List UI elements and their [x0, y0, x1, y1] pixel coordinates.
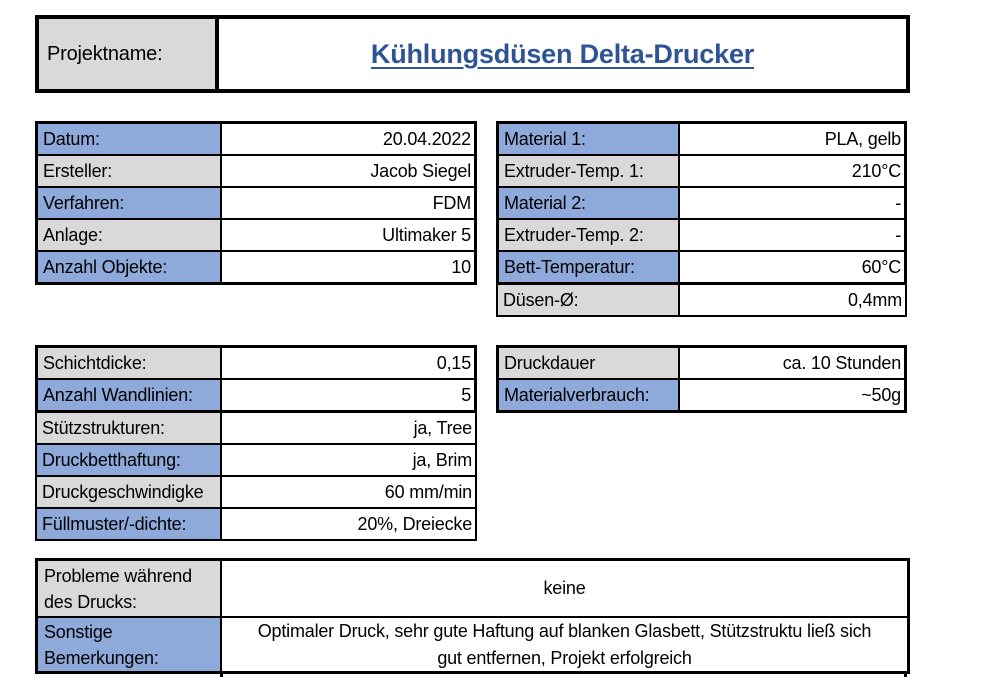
table-row: Materialverbrauch: ~50g	[499, 380, 904, 410]
row-label: Sonstige Bemerkungen:	[38, 618, 222, 671]
row-value: ja, Tree	[413, 417, 473, 438]
row-value: ~50g	[861, 384, 901, 405]
row-label: Stützstrukturen:	[37, 413, 222, 443]
row-label: Materialverbrauch:	[499, 380, 680, 410]
row-value: 0,4mm	[847, 289, 902, 310]
row-label: Datum:	[38, 124, 222, 154]
row-value: 10	[451, 256, 471, 277]
row-value: ja, Brim	[412, 449, 473, 470]
row-label: Verfahren:	[38, 188, 222, 218]
row-label: Druckbetthaftung:	[37, 445, 222, 475]
table-row: Düsen-Ø: 0,4mm	[498, 285, 905, 315]
project-name-header: Projektname: Kühlungsdüsen Delta-Drucker	[35, 15, 910, 93]
table-row: Druckgeschwindigke 60 mm/min	[37, 477, 475, 509]
row-value: 210°C	[851, 160, 901, 181]
table-row: Schichtdicke: 0,15	[38, 348, 474, 380]
print-settings-table: Schichtdicke: 0,15 Anzahl Wandlinien: 5	[35, 345, 477, 413]
row-value: 60°C	[861, 256, 902, 277]
table-row: Druckbetthaftung: ja, Brim	[37, 445, 475, 477]
row-label: Material 2:	[499, 188, 680, 218]
table-row: Extruder-Temp. 1: 210°C	[499, 156, 904, 188]
table-row: Stützstrukturen: ja, Tree	[37, 413, 475, 445]
table-row: Material 1: PLA, gelb	[499, 124, 904, 156]
print-duration-table: Druckdauer ca. 10 Stunden Materialverbrauc…	[496, 345, 907, 413]
table-row: Bett-Temperatur: 60°C	[499, 252, 904, 282]
row-value: 5	[461, 384, 471, 405]
row-value: 20%, Dreiecke	[357, 513, 473, 534]
row-label: Bett-Temperatur:	[499, 252, 680, 282]
row-label: Extruder-Temp. 1:	[499, 156, 680, 186]
notes-table: Probleme während des Drucks: keine Sonstig…	[35, 558, 910, 674]
material-info-table-extra: Düsen-Ø: 0,4mm	[496, 285, 907, 317]
row-label: Druckgeschwindigke	[37, 477, 222, 507]
print-settings-table-extra: Stützstrukturen: ja, Tree Druckbetthaftung…	[35, 413, 477, 541]
table-row: Anzahl Wandlinien: 5	[38, 380, 474, 410]
row-label: Anzahl Wandlinien:	[38, 380, 222, 410]
row-value: Ultimaker 5	[382, 224, 471, 245]
project-name-label: Projektname:	[39, 19, 219, 89]
table-row: Ersteller: Jacob Siegel	[38, 156, 474, 188]
row-value: -	[895, 224, 901, 245]
row-value: 20.04.2022	[382, 128, 471, 149]
cutoff-row-divider-stub	[220, 672, 223, 677]
row-label: Düsen-Ø:	[498, 285, 680, 315]
row-label: Schichtdicke:	[38, 348, 222, 378]
row-label: Anzahl Objekte:	[38, 252, 222, 282]
cutoff-row-edge-stub	[904, 672, 907, 677]
table-row: Anlage: Ultimaker 5	[38, 220, 474, 252]
table-row: Verfahren: FDM	[38, 188, 474, 220]
table-row: Extruder-Temp. 2: -	[499, 220, 904, 252]
table-row: Füllmuster/-dichte: 20%, Dreiecke	[37, 509, 475, 539]
page-title: Kühlungsdüsen Delta-Drucker	[370, 38, 755, 69]
table-row: Datum: 20.04.2022	[38, 124, 474, 156]
row-value: ca. 10 Stunden	[782, 352, 901, 373]
row-label: Druckdauer	[499, 348, 680, 378]
row-label: Extruder-Temp. 2:	[499, 220, 680, 250]
row-value: 0,15	[436, 352, 471, 373]
row-value: -	[895, 192, 901, 213]
row-value: keine	[543, 578, 586, 598]
material-info-table: Material 1: PLA, gelb Extruder-Temp. 1: 210…	[496, 121, 907, 285]
row-label: Anlage:	[38, 220, 222, 250]
table-row: Probleme während des Drucks: keine	[38, 561, 907, 618]
row-value: Jacob Siegel	[370, 160, 471, 181]
row-label: Material 1:	[499, 124, 680, 154]
table-row: Anzahl Objekte: 10	[38, 252, 474, 282]
table-row: Material 2: -	[499, 188, 904, 220]
row-value: PLA, gelb	[824, 128, 901, 149]
row-label: Ersteller:	[38, 156, 222, 186]
row-value: FDM	[432, 192, 472, 213]
table-row: Druckdauer ca. 10 Stunden	[499, 348, 904, 380]
row-label: Probleme während des Drucks:	[38, 561, 222, 616]
table-row: Sonstige Bemerkungen: Optimaler Druck, se…	[38, 618, 907, 671]
row-value: 60 mm/min	[384, 481, 472, 502]
general-info-table: Datum: 20.04.2022 Ersteller: Jacob Siegel Ve…	[35, 121, 477, 285]
row-value: Optimaler Druck, sehr gute Haftung auf b…	[257, 620, 872, 668]
row-label: Füllmuster/-dichte:	[37, 509, 222, 539]
